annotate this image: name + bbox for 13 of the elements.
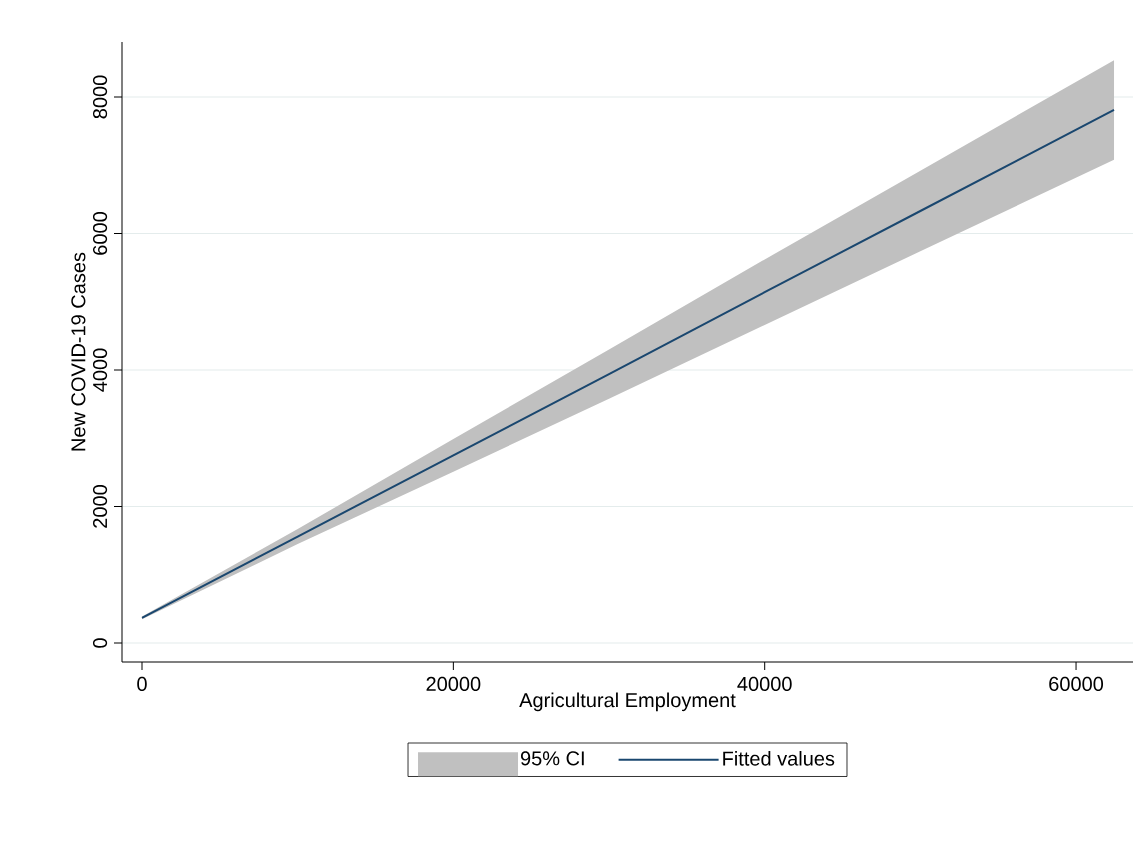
y-tick-label: 8000 [92,75,108,119]
x-tick-label: 40000 [737,676,792,692]
x-tick-label: 60000 [1049,676,1104,692]
y-tick-label: 4000 [92,348,108,392]
x-tick-label: 20000 [426,676,481,692]
y-tick-label: 2000 [92,485,108,528]
legend-label: Fitted values [723,751,835,766]
y-tick-label: 0 [92,638,108,648]
x-axis-title: Agricultural Employment [519,692,736,712]
text: 95% CI [520,751,584,766]
x-tick-label: 0 [137,676,147,692]
y-tick-label: 6000 [92,212,108,255]
y-axis-title: New COVID-19 Cases [71,252,86,451]
